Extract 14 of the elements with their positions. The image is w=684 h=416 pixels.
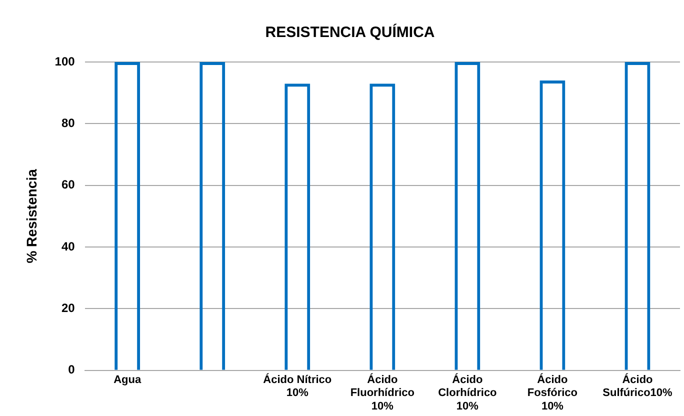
y-tick-label: 80 [61, 116, 76, 130]
x-tick-label: Ácido Clorhídrico 10% [438, 373, 498, 412]
y-tick-label: 60 [61, 178, 76, 192]
chart-title: RESISTENCIA QUÍMICA [265, 23, 435, 42]
y-tick-label: 100 [54, 54, 76, 68]
x-tick-label: Ácido Fluorhídrico 10% [350, 373, 415, 412]
y-tick-label: 0 [68, 362, 76, 377]
y-axis-title: % Resistencia [23, 168, 40, 264]
x-tick-label: Agua [114, 374, 142, 386]
x-tick-label: Ácido Fosfórico 10% [527, 373, 578, 412]
y-tick-label: 20 [61, 301, 76, 316]
x-tick-label: Ácido Nítrico 10% [263, 373, 332, 400]
y-tick-label: 40 [61, 239, 76, 254]
x-tick-label: Ácido Sulfúrico10% [602, 373, 673, 400]
